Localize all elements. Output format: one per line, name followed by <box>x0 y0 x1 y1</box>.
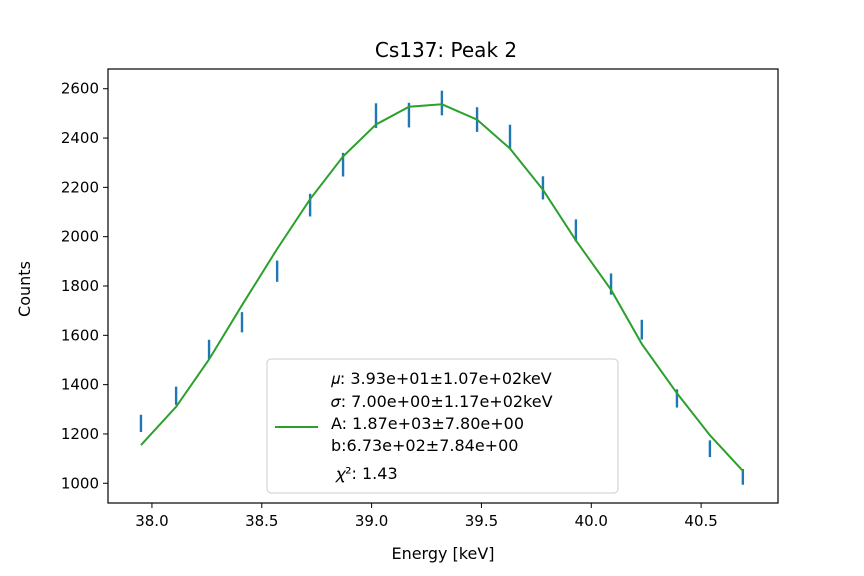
y-axis-label: Counts <box>15 261 34 317</box>
y-tick-label: 1600 <box>61 326 99 344</box>
x-tick-label: 38.0 <box>135 512 168 530</box>
x-tick-label: 40.0 <box>575 512 608 530</box>
chart-title: Cs137: Peak 2 <box>375 38 517 62</box>
y-tick-label: 1800 <box>61 277 99 295</box>
legend-line-amplitude: A: 1.87e+03±7.80e+00 <box>331 414 524 433</box>
y-tick-label: 1400 <box>61 376 99 394</box>
x-axis-label: Energy [keV] <box>391 544 494 563</box>
legend-line-sigma: 𝜎: 7.00e+00±1.17e+02keV <box>331 392 553 411</box>
y-tick-label: 2600 <box>61 80 99 98</box>
x-tick-label: 39.5 <box>465 512 498 530</box>
y-tick-label: 2200 <box>61 178 99 196</box>
fit-line-series <box>140 103 744 472</box>
x-tick-label: 39.0 <box>355 512 388 530</box>
legend-line-chi2: 𝜒²: 1.43 <box>335 464 398 483</box>
x-tick-label: 38.5 <box>245 512 278 530</box>
legend-box <box>266 358 619 494</box>
y-tick-label: 1000 <box>61 474 99 492</box>
y-tick-label: 1200 <box>61 425 99 443</box>
legend-line-background: b:6.73e+02±7.84e+00 <box>331 436 518 455</box>
x-tick-label: 40.5 <box>684 512 717 530</box>
y-tick-label: 2400 <box>61 129 99 147</box>
legend: 𝜇: 3.93e+01±1.07e+02keV 𝜎: 7.00e+00±1.17… <box>266 358 619 494</box>
y-tick-label: 2000 <box>61 228 99 246</box>
plot-frame <box>107 68 779 504</box>
tick-group: 38.0 38.5 39.0 39.5 40.0 40.5 1000 1200 1400 1600… <box>61 80 718 530</box>
legend-line-mu: 𝜇: 3.93e+01±1.07e+02keV <box>331 369 552 388</box>
